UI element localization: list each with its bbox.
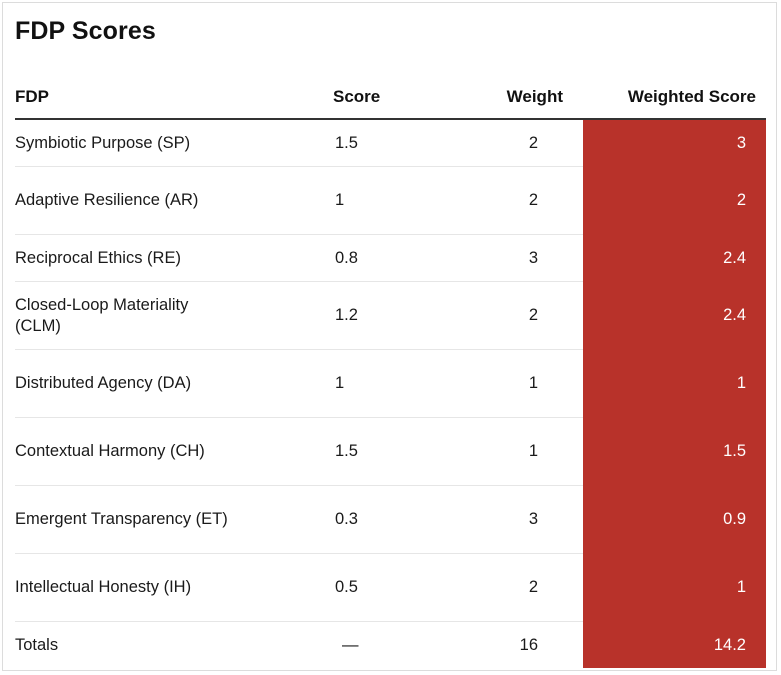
weighted-score-cell: 1.5	[583, 417, 766, 486]
table-row: Reciprocal Ethics (RE) 0.8 3 2.4	[15, 234, 766, 282]
fdp-cell: Symbiotic Purpose (SP)	[15, 119, 320, 167]
weighted-score-cell: 1	[583, 553, 766, 622]
header-row: FDP Score Weight Weighted Score	[15, 75, 766, 120]
score-cell: 0.5	[320, 553, 420, 622]
weight-cell: 2	[420, 281, 583, 350]
fdp-cell: Contextual Harmony (CH)	[15, 417, 320, 486]
totals-weight-cell: 16	[519, 635, 538, 654]
weighted-score-cell: 0.9	[583, 485, 766, 554]
weight-cell: 1	[420, 349, 583, 418]
score-cell: 1.5	[320, 119, 420, 167]
weighted-score-cell: 1	[583, 349, 766, 418]
totals-weighted-score-cell: 14.2	[583, 621, 766, 668]
fdp-cell: Emergent Transparency (ET)	[15, 485, 320, 554]
fdp-scores-table: FDP Score Weight Weighted Score Symbioti…	[15, 75, 766, 668]
table-row: Closed-Loop Materiality (CLM) 1.2 2 2.4	[15, 281, 766, 350]
score-cell: 0.3	[320, 485, 420, 554]
weighted-score-cell: 3	[583, 119, 766, 167]
page-title: FDP Scores	[15, 17, 156, 45]
score-cell: 1.2	[320, 281, 420, 350]
table-row: Symbiotic Purpose (SP) 1.5 2 3	[15, 119, 766, 167]
weighted-score-cell: 2	[583, 166, 766, 235]
table-row: Distributed Agency (DA) 1 1 1	[15, 349, 766, 418]
column-header-weighted-score: Weighted Score	[583, 75, 766, 120]
weight-cell: 3	[420, 234, 583, 282]
totals-label: Totals	[15, 635, 59, 654]
table-row: Contextual Harmony (CH) 1.5 1 1.5	[15, 417, 766, 486]
weighted-score-cell: 2.4	[583, 234, 766, 282]
table-row: Emergent Transparency (ET) 0.3 3 0.9	[15, 485, 766, 554]
score-cell: 0.8	[320, 234, 420, 282]
weight-cell: 2	[420, 119, 583, 167]
weight-cell: 2	[420, 166, 583, 235]
weight-cell: 3	[420, 485, 583, 554]
table-row: Adaptive Resilience (AR) 1 2 2	[15, 166, 766, 235]
fdp-cell: Distributed Agency (DA)	[15, 349, 320, 418]
score-cell: 1.5	[320, 417, 420, 486]
score-cell: 1	[320, 166, 420, 235]
table-row: Intellectual Honesty (IH) 0.5 2 1	[15, 553, 766, 622]
totals-score-cell: —	[342, 635, 359, 654]
column-header-score: Score	[320, 75, 420, 120]
column-header-weight: Weight	[420, 75, 583, 120]
fdp-cell: Reciprocal Ethics (RE)	[15, 234, 320, 282]
totals-row: Totals — 16 14.2	[15, 621, 766, 668]
score-cell: 1	[320, 349, 420, 418]
column-header-fdp: FDP	[15, 75, 320, 120]
table-header: FDP Score Weight Weighted Score	[15, 75, 766, 120]
table-body: Symbiotic Purpose (SP) 1.5 2 3 Adaptive …	[15, 119, 766, 668]
weight-cell: 1	[420, 417, 583, 486]
weight-cell: 2	[420, 553, 583, 622]
weighted-score-cell: 2.4	[583, 281, 766, 350]
fdp-cell: Closed-Loop Materiality (CLM)	[15, 281, 320, 350]
fdp-cell: Intellectual Honesty (IH)	[15, 553, 320, 622]
fdp-cell: Adaptive Resilience (AR)	[15, 166, 320, 235]
